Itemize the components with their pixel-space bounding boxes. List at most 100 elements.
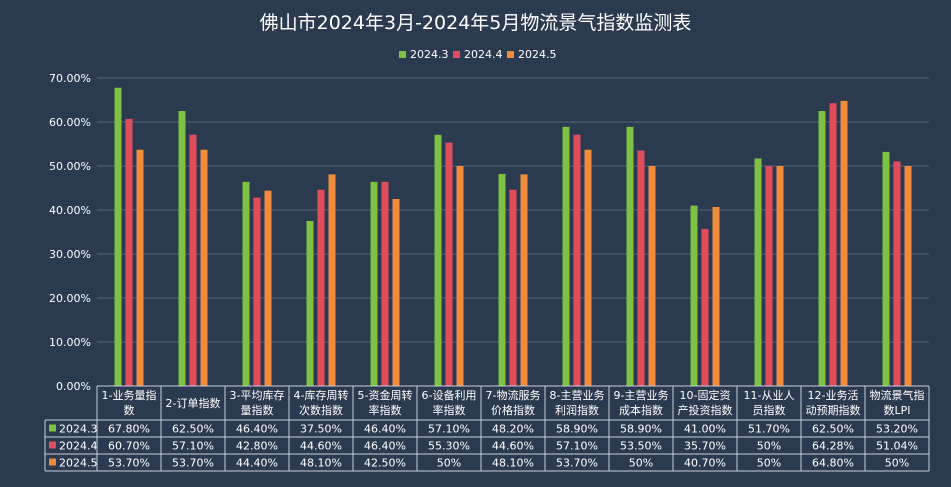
table-cell: 58.90% [620,423,662,436]
table-cell: 53.50% [620,440,662,453]
row-swatch [49,458,56,466]
category-label: 数LPI [883,404,910,417]
table-cell: 50% [437,457,461,470]
table-cell: 53.70% [172,457,214,470]
bar-2024.5 [136,149,144,386]
bar-2024.3 [818,111,826,386]
bar-2024.4 [893,161,901,386]
table-cell: 46.40% [364,423,406,436]
category-label: 动预期指数 [806,403,861,417]
bar-2024.3 [306,221,314,386]
bar-2024.4 [253,197,261,386]
bar-2024.3 [882,151,890,386]
table-cell: 48.10% [492,457,534,470]
category-label: 4-库存周转 [294,388,349,402]
legend-label: 2024.3 [410,48,449,61]
bar-2024.3 [370,181,378,386]
y-tick-label: 50.00% [49,160,91,173]
table-cell: 57.10% [556,440,598,453]
chart-title: 佛山市2024年3月-2024年5月物流景气指数监测表 [259,12,692,34]
category-label: 量指数 [241,403,274,417]
table-cell: 44.60% [492,440,534,453]
bar-2024.4 [573,134,581,386]
category-label: 11-从业人 [744,389,795,402]
table-cell: 58.90% [556,423,598,436]
legend-label: 2024.5 [518,48,557,61]
table-cell: 41.00% [684,423,726,436]
bar-2024.3 [690,205,698,386]
table-cell: 50% [757,457,781,470]
bar-2024.4 [701,228,709,386]
table-cell: 42.50% [364,457,406,470]
table-cell: 57.10% [428,423,470,436]
table-cell: 50% [885,457,909,470]
table-cell: 44.40% [236,457,278,470]
bar-2024.3 [626,126,634,386]
table-cell: 46.40% [236,423,278,436]
bar-2024.5 [264,190,272,386]
legend-swatch [507,51,514,58]
bar-2024.3 [434,134,442,386]
table-cell: 64.80% [812,457,854,470]
category-label: 12-业务活 [808,389,859,402]
category-label: 5-资金周转 [358,388,413,402]
bar-2024.3 [114,87,122,387]
table-cell: 40.70% [684,457,726,470]
bar-2024.3 [562,126,570,386]
category-label: 物流景气指 [870,388,925,402]
legend-swatch [453,51,460,58]
table-cell: 55.30% [428,440,470,453]
category-label: 10-固定资 [680,388,731,402]
bar-2024.4 [445,142,453,386]
bar-2024.4 [765,166,773,386]
category-label: 6-设备利用 [422,388,477,402]
bar-2024.5 [328,174,336,386]
row-label: 2024.3 [59,423,98,436]
y-tick-label: 60.00% [49,116,91,129]
table-cell: 51.04% [876,440,918,453]
bar-2024.5 [200,149,208,386]
bar-2024.5 [456,166,464,386]
table-cell: 44.60% [300,440,342,453]
category-label: 成本指数 [619,403,663,417]
row-label: 2024.4 [59,440,98,453]
category-label: 7-物流服务 [486,388,541,402]
y-tick-label: 40.00% [49,204,91,217]
bar-2024.5 [776,166,784,386]
category-label: 8-主营业务 [550,388,605,402]
table-cell: 51.70% [748,423,790,436]
y-tick-label: 20.00% [49,292,91,305]
table-cell: 48.10% [300,457,342,470]
bar-2024.5 [584,149,592,386]
bar-2024.4 [381,181,389,386]
bar-2024.5 [392,199,400,386]
bar-2024.4 [125,118,133,387]
bar-2024.4 [189,134,197,386]
row-label: 2024.5 [59,457,98,470]
table-cell: 62.50% [812,423,854,436]
table-cell: 50% [757,440,781,453]
y-tick-label: 0.00% [56,380,91,393]
category-label: 次数指数 [299,403,343,417]
category-label: 率指数 [369,403,402,417]
table-cell: 48.20% [492,423,534,436]
category-label: 2-订单指数 [166,396,221,410]
bar-2024.4 [317,189,325,386]
table-cell: 57.10% [172,440,214,453]
table-cell: 62.50% [172,423,214,436]
bar-2024.3 [178,111,186,386]
legend-swatch [399,51,406,58]
bar-2024.3 [498,173,506,386]
table-cell: 50% [629,457,653,470]
bar-2024.5 [520,174,528,386]
category-label: 1-业务量指 [102,388,157,402]
category-label: 9-主营业务 [614,388,669,402]
bar-2024.4 [637,150,645,386]
table-cell: 46.40% [364,440,406,453]
table-cell: 64.28% [812,440,854,453]
table-cell: 42.80% [236,440,278,453]
bar-2024.4 [509,189,517,386]
table-cell: 53.20% [876,423,918,436]
bar-2024.5 [840,100,848,386]
